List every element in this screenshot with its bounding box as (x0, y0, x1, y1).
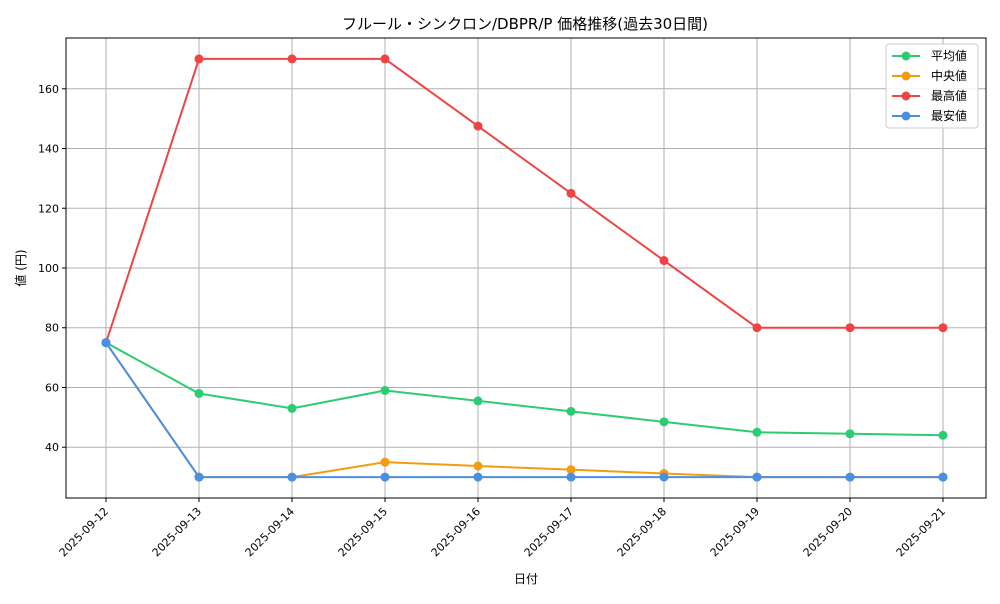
legend-marker (901, 91, 911, 101)
data-point (101, 338, 111, 348)
data-point (473, 396, 483, 406)
data-point (659, 417, 669, 427)
data-point (194, 54, 204, 64)
data-point (566, 472, 576, 482)
y-tick-label: 80 (45, 322, 59, 335)
data-point (845, 429, 855, 439)
y-tick-label: 100 (38, 262, 59, 275)
y-tick-label: 160 (38, 83, 59, 96)
legend-item: 最安値 (892, 108, 967, 123)
data-point (287, 54, 297, 64)
data-point (566, 188, 576, 198)
data-point (194, 388, 204, 398)
series-3 (101, 338, 948, 482)
y-tick-label: 120 (38, 202, 59, 215)
data-point (845, 323, 855, 333)
grid-lines (66, 38, 986, 498)
legend-box (885, 43, 979, 129)
data-point (380, 457, 390, 467)
data-point (380, 385, 390, 395)
y-tick-label: 40 (45, 441, 59, 454)
legend-marker (901, 51, 911, 61)
legend-item: 中央値 (892, 68, 967, 83)
legend-label: 平均値 (931, 48, 967, 63)
data-point (845, 472, 855, 482)
data-point (473, 461, 483, 471)
x-axis-title: 日付 (514, 572, 538, 586)
data-point (473, 121, 483, 131)
series-line (105, 342, 943, 479)
data-point (752, 472, 762, 482)
series-line (105, 341, 944, 437)
legend-label: 最安値 (931, 108, 967, 123)
legend-marker (901, 111, 911, 121)
data-point (287, 472, 297, 482)
y-tick-label: 140 (38, 143, 59, 156)
data-point (380, 472, 390, 482)
chart-title: フルール・シンクロン/DBPR/P 価格推移(過去30日間) (342, 15, 708, 33)
data-point (938, 472, 948, 482)
legend-marker (901, 71, 911, 81)
data-point (287, 403, 297, 413)
data-point (659, 256, 669, 266)
y-axis-title: 値 (円) (13, 249, 28, 286)
series-2 (101, 54, 948, 348)
legend-label: 中央値 (931, 68, 967, 83)
legend-label: 最高値 (931, 88, 967, 103)
legend-item: 最高値 (892, 88, 967, 103)
legend-item: 平均値 (892, 48, 967, 63)
data-point (938, 430, 948, 440)
data-point (380, 54, 390, 64)
data-point (752, 427, 762, 437)
data-point (194, 472, 204, 482)
data-point (566, 465, 576, 475)
data-point (566, 406, 576, 416)
y-axis-ticks: 40 60 80 100 120 140 160 (38, 83, 66, 454)
data-point (938, 323, 948, 333)
data-point (659, 472, 669, 482)
data-point (473, 472, 483, 482)
series-line (105, 57, 943, 343)
y-tick-label: 60 (45, 381, 59, 394)
series-layer (101, 54, 948, 482)
data-point (752, 323, 762, 333)
